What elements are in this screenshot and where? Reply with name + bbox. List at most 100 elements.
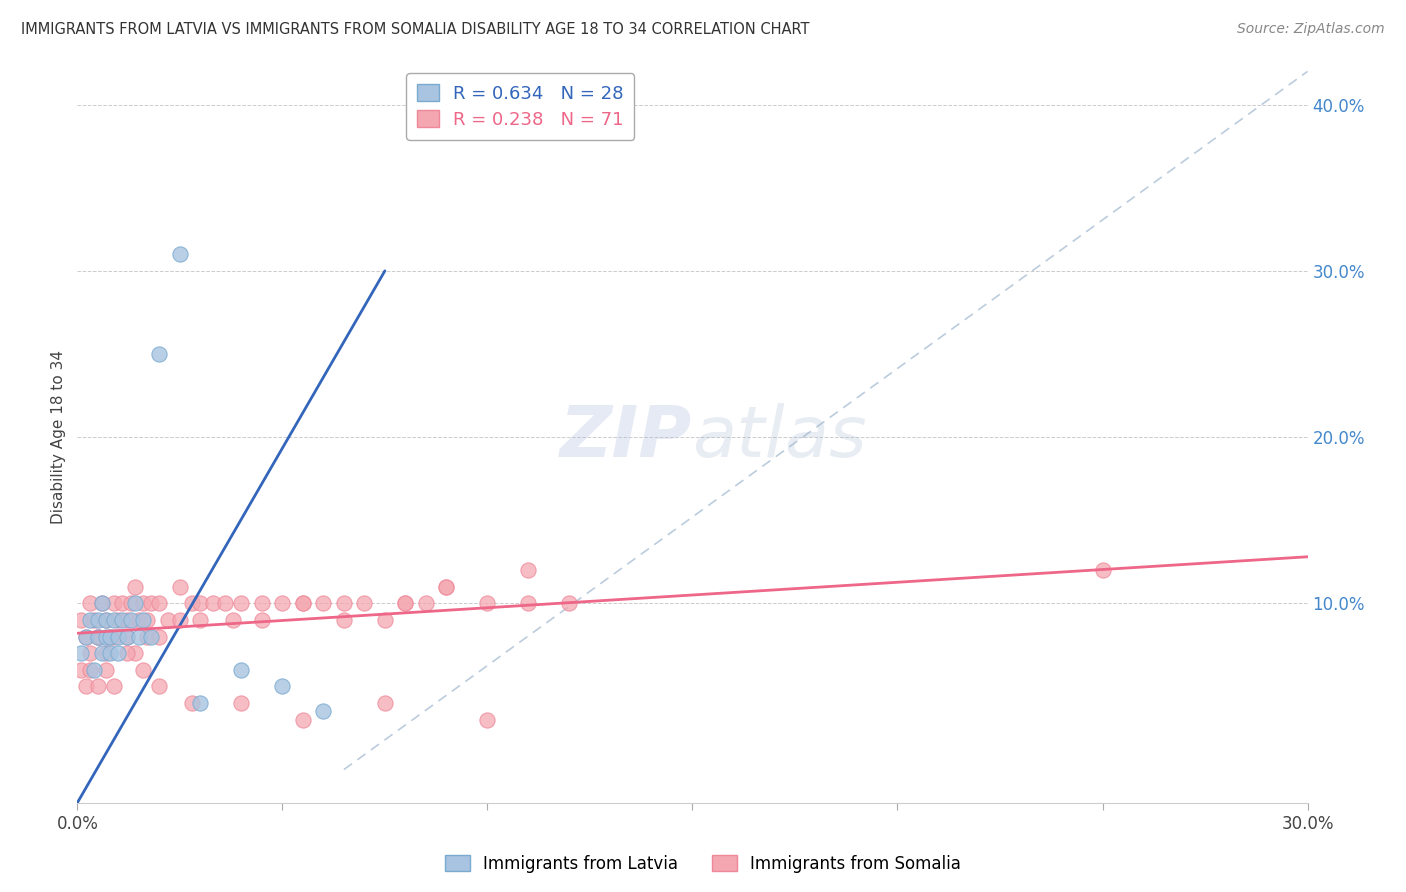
Point (115, 646, 138, 660)
Point (79, 663, 101, 677)
Point (312, 705, 335, 719)
Point (394, 596, 416, 610)
Point (181, 696, 204, 710)
Point (124, 580, 146, 594)
Point (231, 663, 253, 677)
Point (558, 596, 581, 610)
Point (517, 563, 540, 577)
Point (87, 630, 110, 644)
Point (222, 613, 245, 627)
Point (75, 630, 97, 644)
Point (94, 663, 117, 677)
Point (148, 630, 170, 644)
Point (120, 613, 142, 627)
Point (87, 680, 110, 694)
Point (103, 680, 125, 694)
Point (477, 713, 499, 727)
Point (111, 596, 134, 610)
Point (132, 663, 155, 677)
Point (271, 680, 294, 694)
Point (231, 596, 253, 610)
Point (94, 613, 117, 627)
Point (415, 596, 437, 610)
Point (83, 613, 105, 627)
Point (148, 347, 170, 361)
Point (79, 646, 101, 660)
Point (87, 613, 110, 627)
Point (291, 596, 314, 610)
Point (79, 613, 101, 627)
Point (436, 580, 458, 594)
Point (90, 646, 114, 660)
Point (188, 613, 212, 627)
Point (94, 630, 117, 644)
Point (132, 596, 155, 610)
Legend: Immigrants from Latvia, Immigrants from Somalia: Immigrants from Latvia, Immigrants from … (439, 848, 967, 880)
Point (136, 613, 159, 627)
Legend: R = 0.634   N = 28, R = 0.238   N = 71: R = 0.634 N = 28, R = 0.238 N = 71 (406, 73, 634, 139)
Point (98, 630, 121, 644)
Point (136, 630, 159, 644)
Point (148, 596, 170, 610)
Point (90, 596, 114, 610)
Point (120, 596, 142, 610)
Point (250, 596, 273, 610)
Point (477, 596, 499, 610)
Point (156, 613, 179, 627)
Point (107, 646, 129, 660)
Point (517, 596, 540, 610)
Point (87, 630, 110, 644)
Point (353, 596, 375, 610)
Point (291, 713, 314, 727)
Point (169, 580, 191, 594)
Point (124, 646, 146, 660)
Point (98, 646, 121, 660)
Text: ZIP: ZIP (560, 402, 693, 472)
Text: IMMIGRANTS FROM LATVIA VS IMMIGRANTS FROM SOMALIA DISABILITY AGE 18 TO 34 CORREL: IMMIGRANTS FROM LATVIA VS IMMIGRANTS FRO… (21, 22, 810, 37)
Point (87, 630, 110, 644)
Point (436, 580, 458, 594)
Point (188, 596, 212, 610)
Point (70, 613, 93, 627)
Point (128, 630, 150, 644)
Y-axis label: Disability Age 18 to 34: Disability Age 18 to 34 (51, 350, 66, 524)
Point (115, 630, 138, 644)
Point (103, 613, 125, 627)
Point (201, 596, 224, 610)
Point (79, 596, 101, 610)
Text: atlas: atlas (693, 402, 868, 472)
Point (90, 596, 114, 610)
Point (312, 596, 335, 610)
Point (231, 696, 253, 710)
Point (181, 596, 204, 610)
Point (115, 613, 138, 627)
Point (70, 646, 93, 660)
Point (75, 630, 97, 644)
Text: Source: ZipAtlas.com: Source: ZipAtlas.com (1237, 22, 1385, 37)
Point (103, 596, 125, 610)
Point (94, 646, 117, 660)
Point (291, 596, 314, 610)
Point (374, 696, 396, 710)
Point (141, 596, 163, 610)
Point (250, 613, 273, 627)
Point (98, 630, 121, 644)
Point (107, 613, 129, 627)
Point (188, 696, 212, 710)
Point (214, 596, 236, 610)
Point (132, 613, 155, 627)
Point (333, 613, 356, 627)
Point (141, 630, 163, 644)
Point (94, 613, 117, 627)
Point (124, 596, 146, 610)
Point (115, 630, 138, 644)
Point (374, 613, 396, 627)
Point (103, 630, 125, 644)
Point (271, 596, 294, 610)
Point (1091, 563, 1114, 577)
Point (83, 663, 105, 677)
Point (148, 680, 170, 694)
Point (107, 630, 129, 644)
Point (70, 663, 93, 677)
Point (75, 680, 97, 694)
